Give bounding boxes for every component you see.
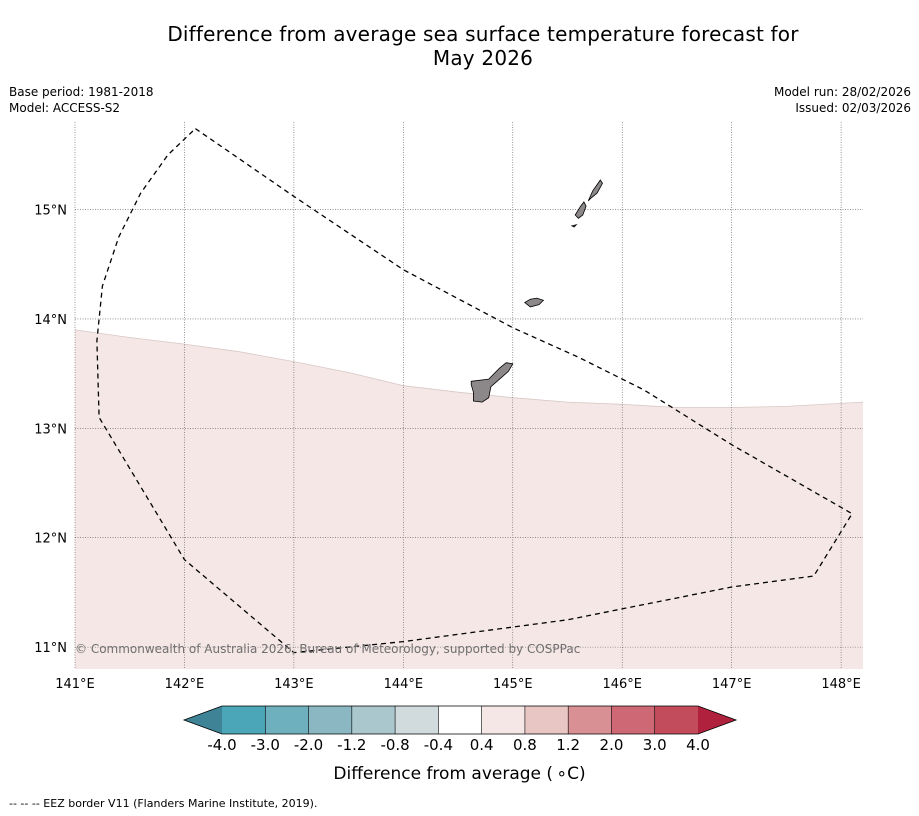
colorbar-tick-label: -0.8 bbox=[380, 736, 410, 754]
lon-tick-label: 147°E bbox=[712, 677, 752, 692]
issued-date: Issued: 02/03/2026 bbox=[795, 101, 911, 115]
colorbar-segment bbox=[265, 706, 310, 734]
title-line-1: Difference from average sea surface temp… bbox=[167, 22, 799, 46]
anomaly-region bbox=[75, 329, 863, 669]
colorbar-tick-label: -3.0 bbox=[250, 736, 280, 754]
lon-tick-label: 144°E bbox=[384, 677, 424, 692]
colorbar-title: Difference from average ( ∘C) bbox=[333, 764, 586, 784]
colorbar-segment bbox=[654, 706, 699, 734]
title-line-2: May 2026 bbox=[432, 46, 534, 70]
colorbar-under-arrow bbox=[184, 706, 222, 734]
colorbar-outline bbox=[182, 705, 738, 735]
lat-tick-label: 15°N bbox=[34, 204, 67, 219]
colorbar-tick-label: -2.0 bbox=[293, 736, 324, 754]
lon-tick-label: 146°E bbox=[602, 677, 642, 692]
tinian-island bbox=[574, 201, 587, 219]
guam-island bbox=[470, 362, 514, 403]
colorbar-segment bbox=[395, 706, 439, 734]
chart-title: Difference from average sea surface temp… bbox=[0, 22, 919, 70]
copyright-notice: © Commonwealth of Australia 2026, Bureau… bbox=[75, 642, 581, 656]
lon-tick-label: 145°E bbox=[493, 677, 533, 692]
colorbar-segment bbox=[568, 706, 612, 734]
colorbar-tick-label: -0.4 bbox=[423, 736, 453, 754]
lon-tick-label: 141°E bbox=[55, 677, 95, 692]
colorbar-tick-label: 1.2 bbox=[556, 736, 581, 754]
colorbar-tick-label: 3.0 bbox=[642, 736, 667, 754]
colorbar-segment bbox=[351, 706, 396, 734]
eez-border bbox=[96, 128, 854, 654]
colorbar-segment bbox=[308, 706, 353, 734]
anomaly-contour bbox=[74, 329, 864, 408]
colorbar-tick-label: -4.0 bbox=[207, 736, 237, 754]
colorbar-tick-label: -1.2 bbox=[337, 736, 367, 754]
base-period: Base period: 1981-2018 bbox=[9, 85, 154, 99]
lat-tick-label: 14°N bbox=[34, 313, 67, 328]
colorbar-segment bbox=[611, 706, 656, 734]
colorbar-segment bbox=[524, 706, 569, 734]
eez-legend: -- -- -- EEZ border V11 (Flanders Marine… bbox=[9, 797, 318, 810]
colorbar-tick-label: 0.8 bbox=[512, 736, 537, 754]
aguijan-islet bbox=[570, 224, 578, 228]
model-run: Model run: 28/02/2026 bbox=[773, 85, 911, 99]
saipan-island bbox=[587, 179, 603, 202]
lon-tick-label: 142°E bbox=[165, 677, 205, 692]
lat-tick-label: 13°N bbox=[34, 422, 67, 437]
colorbar-tick-label: 4.0 bbox=[686, 736, 710, 754]
model-name: Model: ACCESS-S2 bbox=[9, 101, 121, 115]
model-info-left: Base period: 1981-2018 Model: ACCESS-S2 bbox=[9, 84, 154, 116]
colorbar bbox=[182, 705, 738, 735]
map-layer: 141°E 142°E 143°E 144°E 145°E 146°E 147°E 148°E… bbox=[34, 122, 864, 692]
lat-tick-label: 11°N bbox=[34, 641, 67, 656]
rota-island bbox=[524, 297, 545, 308]
colorbar-tick-label: 0.4 bbox=[469, 736, 494, 754]
model-info-right: Model run: 28/02/2026 Issued: 02/03/2026 bbox=[774, 84, 911, 116]
lon-tick-label: 143°E bbox=[274, 677, 314, 692]
colorbar-segment bbox=[481, 706, 526, 734]
colorbar-segment bbox=[222, 706, 266, 734]
colorbar-segment bbox=[438, 706, 483, 734]
lat-tick-label: 12°N bbox=[34, 532, 67, 547]
colorbar-tick-label: 2.0 bbox=[599, 736, 624, 754]
lon-tick-label: 148°E bbox=[821, 677, 861, 692]
colorbar-over-arrow bbox=[698, 706, 736, 734]
